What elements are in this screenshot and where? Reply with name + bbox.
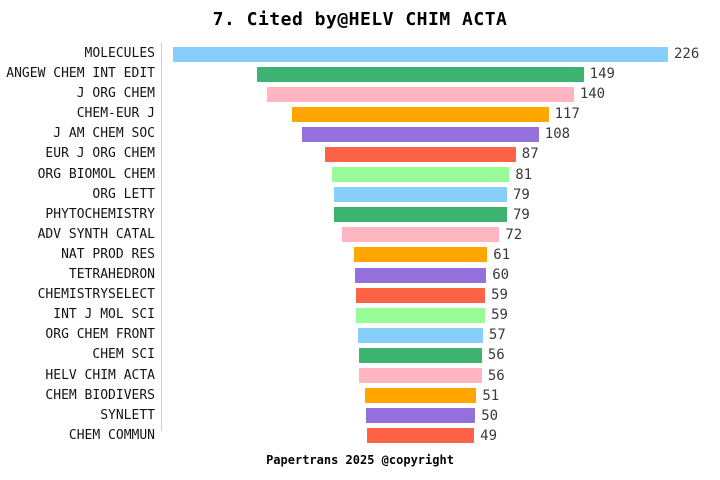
category-label: EUR J ORG CHEM bbox=[45, 146, 155, 162]
y-axis-line bbox=[161, 42, 162, 431]
category-label: CHEM BIODIVERS bbox=[45, 387, 155, 403]
category-label: ORG LETT bbox=[92, 186, 155, 202]
funnel-bar bbox=[257, 66, 584, 82]
category-label: ADV SYNTH CATAL bbox=[37, 226, 155, 242]
funnel-bar bbox=[353, 247, 488, 263]
chart-row: ANGEW CHEM INT EDIT 149 bbox=[0, 64, 720, 84]
category-label: CHEM COMMUN bbox=[68, 427, 155, 443]
value-label: 108 bbox=[544, 126, 571, 143]
funnel-bar bbox=[341, 227, 500, 243]
funnel-bar bbox=[355, 287, 486, 303]
chart-row: J ORG CHEM 140 bbox=[0, 84, 720, 104]
funnel-bar bbox=[333, 207, 507, 223]
funnel-bar bbox=[364, 388, 477, 404]
chart-row: CHEM BIODIVERS 51 bbox=[0, 386, 720, 406]
funnel-bar bbox=[302, 126, 539, 142]
value-label: 226 bbox=[674, 46, 700, 62]
chart-row: TETRAHEDRON 60 bbox=[0, 265, 720, 285]
value-label: 56 bbox=[487, 367, 505, 384]
funnel-bar bbox=[359, 347, 482, 363]
value-label: 57 bbox=[488, 327, 506, 344]
category-label: ANGEW CHEM INT EDIT bbox=[6, 66, 155, 82]
chart-row: EUR J ORG CHEM 87 bbox=[0, 144, 720, 164]
chart-row: CHEM-EUR J 117 bbox=[0, 104, 720, 124]
chart-row: ORG CHEM FRONT 57 bbox=[0, 325, 720, 345]
funnel-bar bbox=[267, 86, 574, 102]
value-label: 59 bbox=[491, 307, 508, 324]
value-label: 79 bbox=[513, 206, 530, 223]
chart-row: ADV SYNTH CATAL 72 bbox=[0, 225, 720, 245]
value-label: 51 bbox=[482, 387, 500, 404]
value-label: 50 bbox=[481, 407, 499, 424]
value-label: 87 bbox=[521, 146, 539, 163]
chart-row: CHEM SCI 56 bbox=[0, 345, 720, 365]
chart-row: ORG BIOMOL CHEM 81 bbox=[0, 165, 720, 185]
funnel-bar bbox=[333, 187, 507, 203]
category-label: CHEMISTRYSELECT bbox=[37, 287, 155, 303]
category-label: HELV CHIM ACTA bbox=[45, 367, 155, 383]
value-label: 56 bbox=[487, 347, 505, 364]
funnel-bar bbox=[358, 327, 483, 343]
category-label: CHEM SCI bbox=[92, 347, 155, 363]
funnel-bar bbox=[173, 46, 668, 62]
funnel-bar bbox=[325, 146, 516, 162]
chart-row: J AM CHEM SOC 108 bbox=[0, 124, 720, 144]
category-label: NAT PROD RES bbox=[61, 246, 155, 262]
chart-row: INT J MOL SCI 59 bbox=[0, 305, 720, 325]
value-label: 149 bbox=[589, 66, 615, 83]
value-label: 60 bbox=[492, 267, 510, 284]
chart-title: 7. Cited by@HELV CHIM ACTA bbox=[212, 9, 508, 30]
value-label: 59 bbox=[491, 287, 508, 304]
chart-row: NAT PROD RES 61 bbox=[0, 245, 720, 265]
chart-row: HELV CHIM ACTA 56 bbox=[0, 366, 720, 386]
value-label: 81 bbox=[515, 166, 533, 183]
value-label: 61 bbox=[493, 246, 511, 263]
value-label: 117 bbox=[554, 106, 580, 123]
category-label: SYNLETT bbox=[100, 407, 155, 423]
funnel-bar bbox=[292, 106, 549, 122]
category-label: J ORG CHEM bbox=[76, 86, 155, 102]
category-label: J AM CHEM SOC bbox=[53, 126, 155, 142]
funnel-bar bbox=[359, 368, 482, 383]
category-label: ORG BIOMOL CHEM bbox=[37, 166, 155, 182]
value-label: 140 bbox=[579, 86, 606, 103]
category-label: ORG CHEM FRONT bbox=[45, 327, 155, 343]
category-label: INT J MOL SCI bbox=[53, 307, 155, 323]
chart-row: PHYTOCHEMISTRY 79 bbox=[0, 205, 720, 225]
value-label: 72 bbox=[505, 226, 523, 243]
category-label: TETRAHEDRON bbox=[68, 267, 155, 283]
category-label: MOLECULES bbox=[84, 46, 155, 61]
category-label: PHYTOCHEMISTRY bbox=[45, 206, 155, 222]
funnel-bar bbox=[366, 428, 475, 444]
chart-row: CHEM COMMUN 49 bbox=[0, 426, 720, 446]
chart-row: CHEMISTRYSELECT 59 bbox=[0, 285, 720, 305]
funnel-bar bbox=[354, 267, 487, 283]
copyright-footer: Papertrans 2025 @copyright bbox=[266, 453, 454, 467]
category-label: CHEM-EUR J bbox=[76, 106, 155, 122]
chart-row: SYNLETT 50 bbox=[0, 406, 720, 426]
value-label: 49 bbox=[480, 427, 498, 444]
funnel-bar bbox=[355, 307, 486, 323]
chart-row: ORG LETT 79 bbox=[0, 185, 720, 205]
chart-row: MOLECULES 226 bbox=[0, 44, 720, 64]
chart-rows: MOLECULES 226 ANGEW CHEM INT EDIT 149 J ORG … bbox=[0, 44, 720, 446]
funnel-bar bbox=[365, 408, 476, 424]
value-label: 79 bbox=[513, 186, 530, 203]
funnel-bar bbox=[331, 167, 510, 183]
